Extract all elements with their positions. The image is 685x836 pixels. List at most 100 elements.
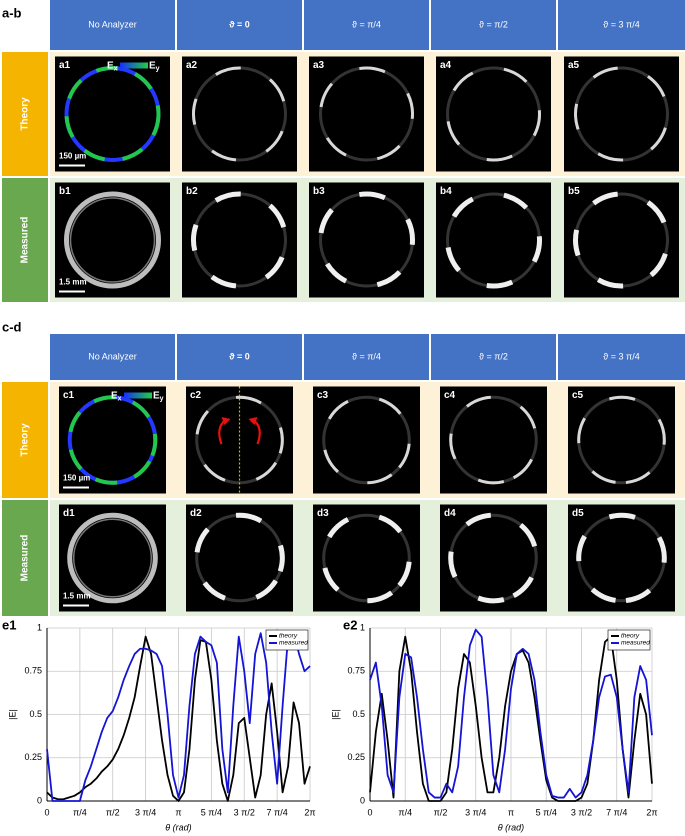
ring-lobes	[576, 512, 667, 604]
ring-inner	[72, 518, 153, 598]
scale-bar-label: 150 µm	[59, 152, 86, 161]
row-label: Measured	[20, 535, 31, 582]
colorbar-label-sub: y	[156, 65, 160, 72]
image-panel: b1 1.5 mm	[55, 182, 170, 298]
header-text: ϑ = 0	[229, 19, 250, 29]
image-panel: a3	[309, 56, 424, 172]
ring-lobes	[448, 512, 539, 604]
panel-label: c2	[190, 390, 202, 401]
image-panel: b3	[309, 182, 424, 298]
header-text: No Analyzer	[88, 19, 137, 29]
header-text: No Analyzer	[88, 351, 137, 361]
data-line	[46, 630, 311, 802]
image-panel: c5	[568, 386, 675, 494]
colorbar-label: Ex	[107, 60, 118, 72]
panel-label: a3	[313, 60, 325, 71]
ring-lobes	[195, 395, 284, 485]
y-tick-label: 0	[37, 795, 42, 805]
x-tick-label: 7 π/4	[267, 807, 288, 817]
x-tick-label: 2π	[304, 807, 315, 817]
panel-label: c4	[444, 390, 456, 401]
x-tick-label: 2π	[646, 807, 657, 817]
scale-bar-label: 1.5 mm	[59, 278, 87, 287]
panel-label: b2	[186, 186, 198, 197]
x-tick-label: 3 π/4	[465, 807, 486, 817]
header-cell	[431, 0, 556, 50]
panel-label: a4	[440, 60, 452, 71]
panel-label: a5	[568, 60, 580, 71]
image	[55, 56, 170, 172]
colorbar-label-sub: y	[160, 395, 164, 402]
x-tick-label: 0	[367, 807, 372, 817]
section-label: c-d	[2, 319, 22, 334]
header-cell	[304, 0, 429, 50]
legend-label: theory	[621, 633, 640, 640]
rotation-arrow-head	[248, 417, 258, 425]
panel-label: d2	[190, 508, 202, 519]
x-tick-label: π	[175, 807, 181, 817]
image	[436, 56, 551, 172]
ring-lobes	[319, 66, 414, 162]
y-tick-label: 0.25	[347, 752, 365, 762]
colorbar-label-sub: x	[118, 395, 122, 402]
legend-label: measured	[621, 640, 650, 647]
image-panel: c3	[313, 386, 420, 494]
image-panel: b2	[182, 182, 297, 298]
x-tick-label: 0	[44, 807, 49, 817]
image	[59, 504, 166, 612]
ring-lobes	[191, 191, 288, 289]
image-panel: d4	[440, 504, 547, 612]
panel-label: d1	[63, 508, 75, 519]
image-panel: d2	[186, 504, 293, 612]
y-tick-label: 0.75	[24, 666, 42, 676]
y-tick-label: 1	[37, 622, 42, 632]
y-tick-label: 1	[360, 622, 365, 632]
header-text: ϑ = π/2	[479, 351, 508, 361]
row-label-block	[2, 382, 48, 498]
colorbar-label: Ey	[153, 390, 164, 402]
x-tick-label: π/4	[398, 807, 412, 817]
x-tick-label: 3 π/2	[234, 807, 255, 817]
header-cell	[50, 0, 175, 50]
header-text: ϑ = 3 π/4	[603, 19, 639, 29]
ring-lobes	[194, 512, 285, 604]
image	[564, 182, 679, 298]
row-label-block	[2, 52, 48, 176]
colorbar	[120, 62, 148, 69]
header-cell	[304, 334, 429, 380]
header-text: ϑ = π/4	[352, 351, 381, 361]
chart-label: e2	[343, 617, 357, 632]
rotation-arrow-head	[221, 417, 231, 425]
image	[313, 386, 420, 494]
row-label-block	[2, 500, 48, 616]
colorbar-label-main: E	[153, 390, 160, 401]
y-tick-label: 0.5	[352, 709, 365, 719]
y-tick-label: 0.5	[29, 709, 42, 719]
colorbar-label-main: E	[107, 60, 114, 71]
ring-highlight	[64, 66, 161, 162]
y-axis-label: |E|	[7, 709, 17, 720]
panel-label: c5	[572, 390, 584, 401]
colorbar-label: Ex	[111, 390, 122, 402]
x-tick-label: 3 π/4	[135, 807, 156, 817]
image	[564, 56, 679, 172]
ring-faint	[322, 513, 411, 603]
image-panel: d3	[313, 504, 420, 612]
image	[182, 182, 297, 298]
x-tick-label: π/2	[106, 807, 120, 817]
y-tick-label: 0	[360, 795, 365, 805]
section-label: a-b	[2, 5, 22, 20]
panel-label: c3	[317, 390, 329, 401]
image	[59, 386, 166, 494]
ring-lobes	[321, 512, 412, 604]
row-label-block	[2, 178, 48, 302]
image	[309, 56, 424, 172]
image	[568, 504, 675, 612]
y-tick-label: 0.25	[24, 752, 42, 762]
header-cell	[177, 334, 302, 380]
header-text: ϑ = 3 π/4	[603, 351, 639, 361]
data-line	[46, 635, 311, 802]
legend-label: measured	[279, 640, 308, 647]
scale-bar-label: 1.5 mm	[63, 592, 91, 601]
